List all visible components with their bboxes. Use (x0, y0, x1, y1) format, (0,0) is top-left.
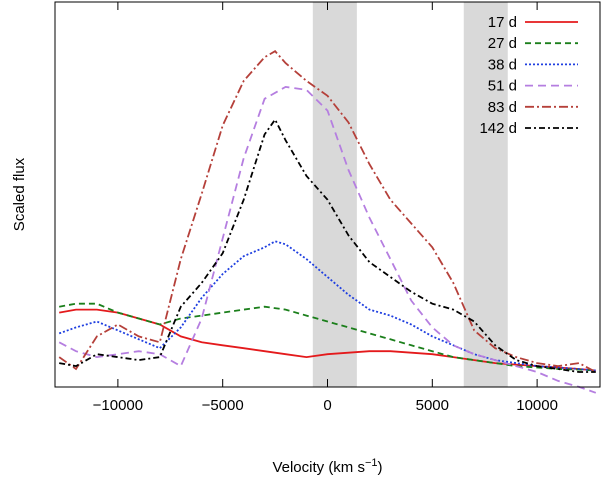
x-ticks: −10000 −5000 0 5000 10000 (93, 2, 558, 414)
shaded-band-1 (312, 2, 357, 387)
legend-label: 27 d (488, 35, 517, 52)
legend-label: 38 d (488, 56, 517, 73)
series-line-51d (58, 85, 597, 394)
legend-label: 17 d (488, 14, 517, 31)
legend: 17 d 27 d 38 d 51 d 83 d 142 d (479, 14, 578, 137)
x-tick-label: −10000 (93, 397, 143, 414)
x-axis-label-superscript: −1 (365, 457, 378, 469)
x-axis-label-close: ) (378, 459, 383, 476)
x-tick-label: 0 (323, 397, 331, 414)
shaded-bands (312, 2, 508, 387)
series-line-83d (58, 50, 597, 373)
legend-label: 83 d (488, 99, 517, 116)
series-line-38d (58, 240, 596, 372)
x-axis-label: Velocity (km s−1) (272, 457, 382, 476)
series-line-142d (59, 117, 596, 373)
series-line-27d (59, 302, 596, 372)
x-axis-label-text: Velocity (km s (272, 459, 365, 476)
x-tick-label: −5000 (202, 397, 244, 414)
legend-label: 142 d (479, 120, 517, 137)
y-axis-label: Scaled flux (11, 157, 28, 231)
x-tick-label: 10000 (516, 397, 558, 414)
series-lines (58, 50, 597, 394)
x-tick-label: 5000 (416, 397, 449, 414)
legend-label: 51 d (488, 78, 517, 95)
